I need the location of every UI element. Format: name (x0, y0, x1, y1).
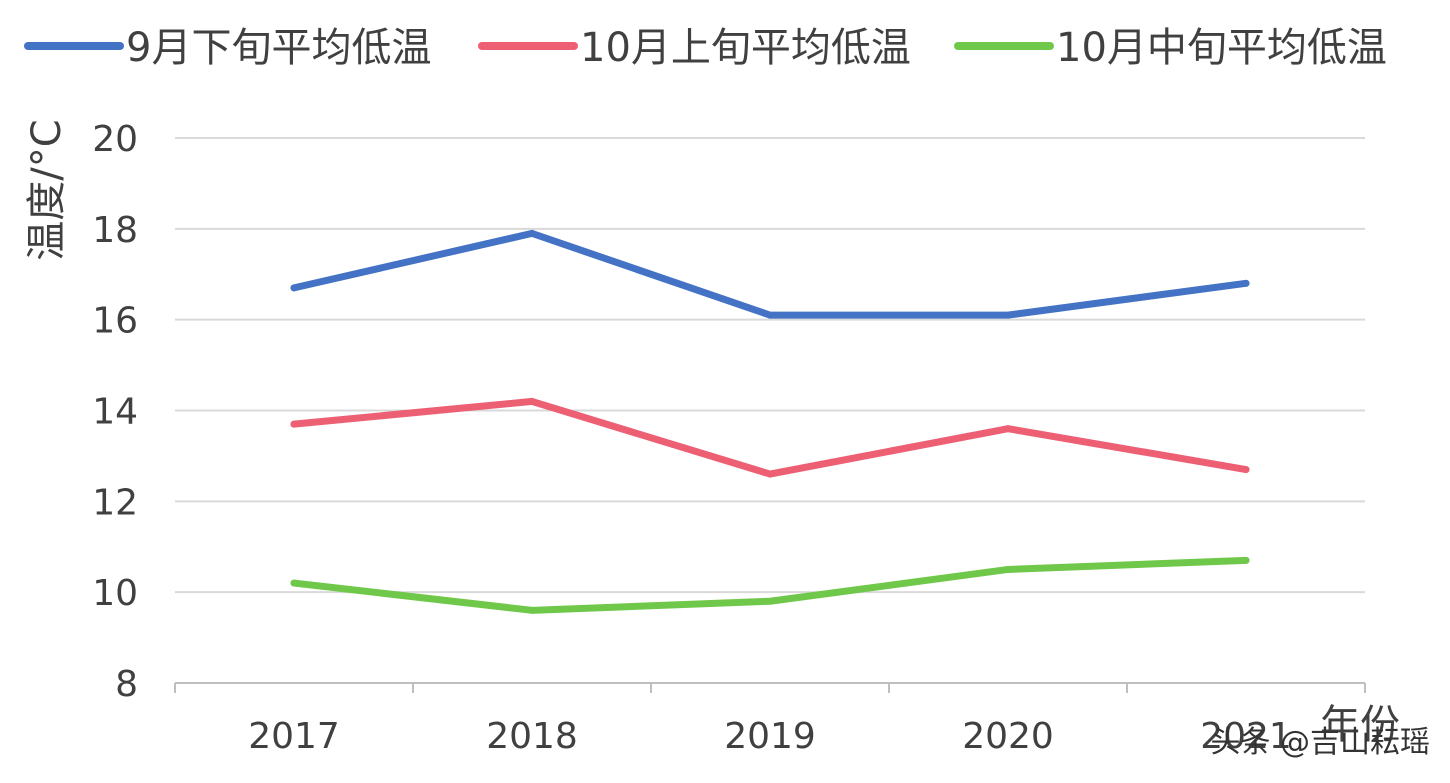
y-tick-label: 8 (115, 664, 138, 705)
y-tick-label: 18 (92, 210, 138, 251)
data-point (290, 579, 298, 587)
data-point (290, 284, 298, 292)
gridlines (175, 137, 1365, 594)
watermark: 头条 @吉山耘瑶 (1210, 725, 1430, 760)
x-tick-label: 2018 (486, 716, 578, 757)
y-tick-label: 16 (92, 301, 138, 342)
data-point (766, 470, 774, 478)
data-point (1004, 565, 1012, 573)
data-point (1242, 556, 1250, 564)
x-tick-label: 2021 (1200, 716, 1292, 757)
data-point (1004, 425, 1012, 433)
data-point (528, 397, 536, 405)
x-tick-labels: 2017 2018 2019 2020 2021 (248, 716, 1292, 757)
series-line-0 (290, 229, 1250, 319)
data-point (1004, 311, 1012, 319)
data-point (290, 420, 298, 428)
data-point (766, 311, 774, 319)
x-tick-label: 2019 (724, 716, 816, 757)
x-axis (174, 682, 1366, 693)
y-tick-labels: 8 10 12 14 16 18 20 (92, 119, 138, 705)
data-point (1242, 279, 1250, 287)
y-tick-label: 14 (92, 392, 138, 433)
legend-label: 10月中旬平均低温 (1056, 25, 1387, 71)
y-tick-label: 20 (92, 119, 138, 160)
y-tick-label: 12 (92, 482, 138, 523)
y-tick-label: 10 (92, 573, 138, 614)
x-tick-label: 2017 (248, 716, 340, 757)
series-line-1 (290, 397, 1250, 478)
legend-label: 9月下旬平均低温 (126, 25, 431, 71)
data-point (528, 229, 536, 237)
y-axis-label: 温度/°C (24, 119, 70, 260)
legend-label: 10月上旬平均低温 (580, 25, 911, 71)
data-point (528, 606, 536, 614)
legend: 9月下旬平均低温 10月上旬平均低温 10月中旬平均低温 (24, 25, 1387, 71)
series-lines (290, 229, 1250, 614)
x-tick-label: 2020 (962, 716, 1054, 757)
x-axis-label: 年份 (1320, 702, 1400, 748)
data-point (1242, 466, 1250, 474)
data-point (766, 597, 774, 605)
